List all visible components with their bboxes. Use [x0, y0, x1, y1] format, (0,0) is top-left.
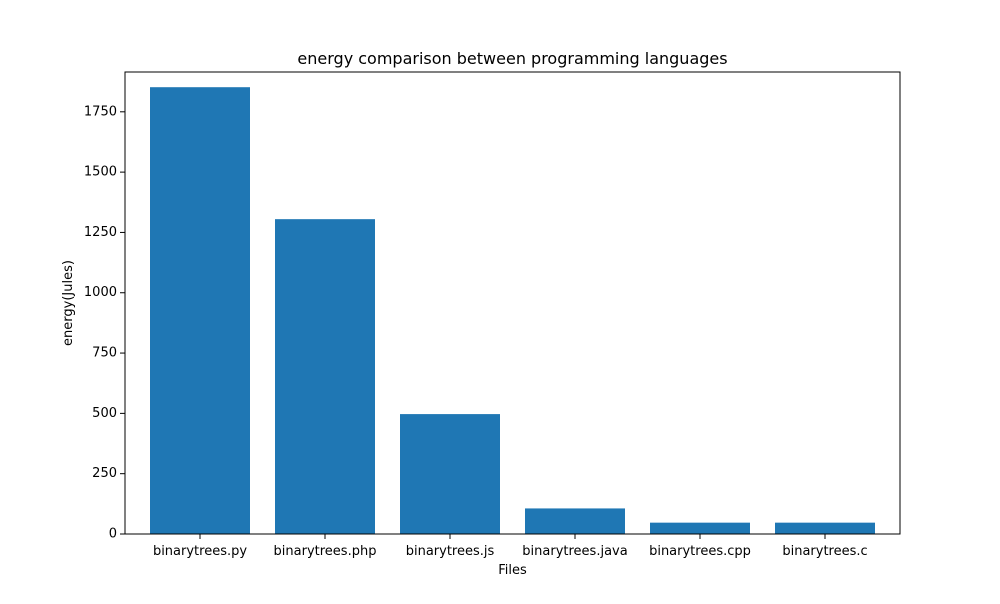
chart-title: energy comparison between programming la…: [297, 49, 727, 68]
y-tick-label-6: 1500: [84, 165, 117, 180]
plot-area-frame: [124, 71, 901, 535]
y-tick-label-4: 1000: [84, 285, 117, 300]
bars-group: [150, 87, 875, 534]
y-tick-label-3: 750: [92, 346, 117, 361]
y-tick-label-2: 500: [92, 406, 117, 421]
x-axis-label: Files: [498, 563, 527, 578]
x-tick-label-4: binarytrees.cpp: [649, 544, 751, 559]
x-tick-label-1: binarytrees.php: [274, 544, 377, 559]
x-tick-label-2: binarytrees.js: [406, 544, 495, 559]
y-axis-label: energy(Jules): [61, 260, 76, 346]
bar-4: [650, 522, 750, 534]
x-tick-label-5: binarytrees.c: [782, 544, 867, 559]
x-tick-label-3: binarytrees.java: [522, 544, 627, 559]
bar-0: [150, 87, 250, 534]
x-tick-label-0: binarytrees.py: [153, 544, 247, 559]
y-tick-label-5: 1250: [84, 225, 117, 240]
y-tick-label-7: 1750: [84, 104, 117, 119]
bar-2: [400, 414, 500, 534]
bar-3: [525, 508, 625, 534]
bar-1: [275, 219, 375, 534]
x-axis: binarytrees.py binarytrees.php binarytrees…: [153, 534, 868, 559]
bar-5: [775, 522, 875, 534]
y-axis: 0 250 500 750 1000 1250 1500 1750: [84, 104, 125, 542]
y-tick-label-0: 0: [109, 527, 117, 542]
y-tick-label-1: 250: [92, 466, 117, 481]
